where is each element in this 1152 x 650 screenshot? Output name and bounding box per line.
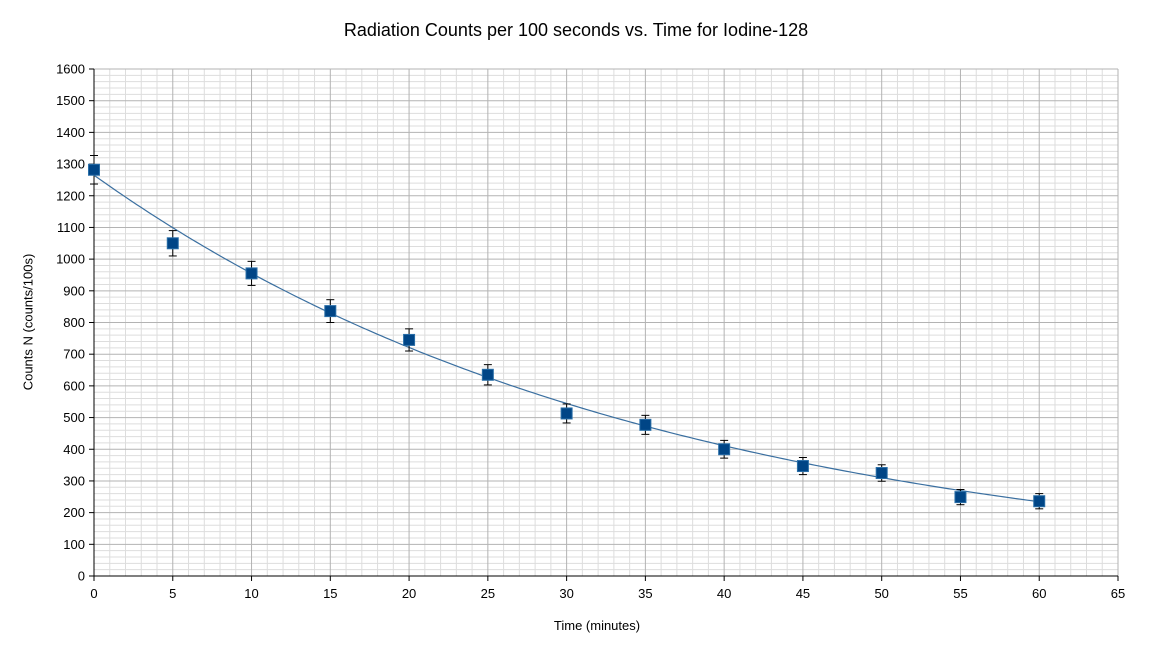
x-tick-label: 30 — [559, 586, 573, 601]
x-tick-label: 15 — [323, 586, 337, 601]
y-tick-labels: 0 100 200 300 400 500 600 700 800 900 1000 1100 1200… — [56, 62, 94, 584]
x-tick-label: 25 — [481, 586, 495, 601]
y-tick-label: 900 — [63, 283, 85, 298]
x-tick-label: 20 — [402, 586, 416, 601]
x-tick-label: 5 — [169, 586, 176, 601]
x-tick-label: 35 — [638, 586, 652, 601]
data-point — [166, 237, 179, 250]
data-point — [403, 333, 416, 346]
y-tick-label: 300 — [63, 473, 85, 488]
data-point — [875, 467, 888, 480]
y-tick-label: 1500 — [56, 93, 85, 108]
y-tick-label: 400 — [63, 442, 85, 457]
data-point — [560, 407, 573, 420]
data-point — [639, 418, 652, 431]
chart-title: Radiation Counts per 100 seconds vs. Tim… — [343, 20, 809, 40]
x-tick-label: 60 — [1032, 586, 1046, 601]
x-tick-label: 50 — [874, 586, 888, 601]
x-tick-label: 65 — [1111, 586, 1125, 601]
x-tick-label: 45 — [796, 586, 810, 601]
y-tick-label: 700 — [63, 347, 85, 362]
data-point — [718, 443, 731, 456]
y-tick-label: 600 — [63, 378, 85, 393]
x-tick-label: 0 — [90, 586, 97, 601]
y-tick-label: 100 — [63, 537, 85, 552]
x-tick-labels: 0 5 10 15 20 25 30 35 40 45 50 55 60 65 — [90, 576, 1125, 601]
data-point — [954, 491, 967, 504]
data-point — [481, 368, 494, 381]
x-tick-label: 55 — [953, 586, 967, 601]
y-tick-label: 800 — [63, 315, 85, 330]
data-point — [88, 163, 100, 176]
y-tick-label: 200 — [63, 505, 85, 520]
x-tick-label: 40 — [717, 586, 731, 601]
y-tick-label: 0 — [78, 569, 85, 584]
data-point — [1033, 495, 1046, 508]
y-tick-label: 500 — [63, 410, 85, 425]
x-axis-label: Time (minutes) — [553, 618, 641, 633]
data-point — [324, 305, 337, 318]
y-tick-label: 1100 — [57, 220, 85, 235]
data-points — [88, 163, 1046, 508]
y-tick-label: 1600 — [56, 62, 85, 77]
y-tick-label: 1400 — [56, 125, 85, 140]
y-tick-label: 1000 — [56, 252, 85, 267]
y-tick-label: 1200 — [56, 188, 85, 203]
x-tick-label: 10 — [244, 586, 258, 601]
y-tick-label: 1300 — [56, 157, 85, 172]
data-point — [796, 460, 809, 473]
data-point — [245, 267, 258, 280]
